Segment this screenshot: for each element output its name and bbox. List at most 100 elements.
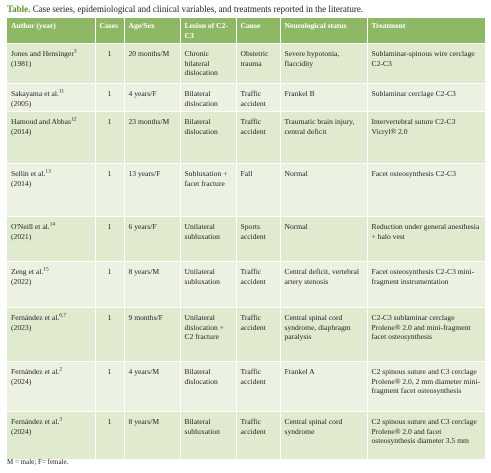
author-cell: Fernández et al.3 (2024) <box>7 411 95 459</box>
reference: 12 <box>70 116 77 123</box>
table-cell: Obstetric trauma <box>235 43 280 84</box>
column-header: Lesion of C2-C3 <box>179 18 236 44</box>
table-cell: 6 years/F <box>123 216 180 262</box>
table-cell: Traffic accident <box>235 83 280 112</box>
data-table: Author (year) Cases Age/Sex Lesion of C2-C3… <box>7 18 485 459</box>
author-cell: Jones and Hensinger3 (1981) <box>7 43 95 84</box>
caption-label: Table. <box>7 4 31 14</box>
table-row: Jones and Hensinger3 (1981) 1 20 months/M Ch… <box>7 43 485 84</box>
author-year: (2014) <box>11 178 32 188</box>
table-cell: Unilateral subluxation <box>179 261 236 308</box>
table-cell: Traffic accident <box>235 411 280 459</box>
table-row: Fernández et al.3 (2024) 1 8 years/M Bilater… <box>7 411 485 459</box>
author-year: (2021) <box>11 231 32 241</box>
footnote: M = male; F= female. <box>7 458 69 466</box>
author-name: Hamoud and Abbas <box>11 117 71 126</box>
table-cell: 1 <box>94 361 124 412</box>
column-header: Treatment <box>366 18 485 44</box>
author-name: O'Neill et al. <box>11 222 50 231</box>
author-year: (1981) <box>11 58 32 68</box>
table-cell: 20 months/M <box>123 43 180 84</box>
author-name: Zeng et al. <box>11 267 44 276</box>
table-cell: Facet osteosynthesis C2-C3 <box>366 163 485 217</box>
header-row: Author (year) Cases Age/Sex Lesion of C2-C3… <box>7 18 485 44</box>
table-row: Hamoud and Abbas12 (2014) 1 23 months/M Bila… <box>7 111 485 164</box>
table-cell: 1 <box>94 411 124 459</box>
author-cell: O'Neill et al.14 (2021) <box>7 216 95 262</box>
table-cell: Fall <box>235 163 280 217</box>
table-cell: 4 years/F <box>123 83 180 112</box>
table-cell: Subluxation + facet fracture <box>179 163 236 217</box>
reference: 11 <box>58 88 65 95</box>
table-cell: Chronic bilateral dislocation <box>179 43 236 84</box>
table-cell: 8 years/M <box>123 411 180 459</box>
author-name: Fernández et al. <box>11 367 60 376</box>
table-cell: 1 <box>94 111 124 164</box>
author-year: (2023) <box>11 322 32 332</box>
table-row: O'Neill et al.14 (2021) 1 6 years/F Unilater… <box>7 216 485 262</box>
reference: 14 <box>49 221 56 228</box>
table-row: Fernández et al.2 (2024) 1 4 years/M Bilater… <box>7 361 485 412</box>
table-cell: Bilateral subluxation <box>179 411 236 459</box>
table-cell: Normal <box>279 216 367 262</box>
table-cell: 1 <box>94 261 124 308</box>
table-cell: C2 spinous suture and C3 cerclage Prolen… <box>366 411 485 459</box>
author-name: Sellin et al. <box>11 169 46 178</box>
table-cell: Intervertebral suture C2-C3 Vicryl® 2.0 <box>366 111 485 164</box>
author-cell: Fernández et al.2 (2024) <box>7 361 95 412</box>
column-header: Cause <box>235 18 280 44</box>
reference: 15 <box>43 266 49 273</box>
table-cell: Normal <box>279 163 367 217</box>
table-row: Zeng et al.15 (2022) 1 8 years/M Unilateral … <box>7 261 485 308</box>
caption-text: Case series, epidemiological and clinica… <box>32 4 364 14</box>
table-cell: Sublaminar cerclage C2-C3 <box>366 83 485 112</box>
author-year: (2022) <box>11 276 32 286</box>
table-cell: Traffic accident <box>235 361 280 412</box>
table-cell: Bilateral dislocation <box>179 111 236 164</box>
author-cell: Hamoud and Abbas12 (2014) <box>7 111 95 164</box>
table-cell: Bilateral dislocation <box>179 83 236 112</box>
table-cell: 8 years/M <box>123 261 180 308</box>
table-cell: 13 years/F <box>123 163 180 217</box>
author-year: (2014) <box>11 126 32 136</box>
author-name: Fernández et al. <box>11 417 60 426</box>
table-cell: Traumatic brain injury, central deficit <box>279 111 367 164</box>
column-header: Age/Sex <box>123 18 180 44</box>
column-header: Author (year) <box>7 18 95 44</box>
table-cell: Bilateral dislocation <box>179 361 236 412</box>
column-header: Neurological status <box>279 18 367 44</box>
table-cell: Traffic accident <box>235 261 280 308</box>
table-cell: Unilateral subluxation <box>179 216 236 262</box>
author-name: Sakayama et al. <box>11 89 59 98</box>
author-cell: Sellin et al.13 (2014) <box>7 163 95 217</box>
table-cell: Central deficit, vertebral artery stenos… <box>279 261 367 308</box>
author-cell: Zeng et al.15 (2022) <box>7 261 95 308</box>
table-cell: C2 spinous suture and C3 cerclage Prolen… <box>366 361 485 412</box>
table-cell: Traffic accident <box>235 307 280 362</box>
author-cell: Fernández et al.6,7 (2023) <box>7 307 95 362</box>
table-row: Sakayama et al.11 (2005) 1 4 years/F Bilater… <box>7 83 485 112</box>
author-year: (2024) <box>11 376 32 386</box>
table-cell: Frankel B <box>279 83 367 112</box>
table-cell: Frankel A <box>279 361 367 412</box>
table-cell: 1 <box>94 216 124 262</box>
reference: 6,7 <box>59 312 67 319</box>
table-row: Fernández et al.6,7 (2023) 1 9 months/F Unil… <box>7 307 485 362</box>
reference: 3 <box>73 48 77 55</box>
table-cell: Unilateral dislocation + C2 fracture <box>179 307 236 362</box>
table-cell: C2-C3 sublaminar cerclage Prolene® 2.0 a… <box>366 307 485 362</box>
reference: 2 <box>59 366 63 373</box>
author-name: Fernández et al. <box>11 313 60 322</box>
author-cell: Sakayama et al.11 (2005) <box>7 83 95 112</box>
table-cell: Traffic accident <box>235 111 280 164</box>
table-cell: 1 <box>94 43 124 84</box>
reference: 3 <box>59 416 63 423</box>
table-cell: Reduction under general anesthesia + hal… <box>366 216 485 262</box>
table-caption: Table. Case series, epidemiological and … <box>7 4 485 15</box>
table-cell: 1 <box>94 307 124 362</box>
table-cell: Severe hypotonia, flaccidity <box>279 43 367 84</box>
author-name: Jones and Hensinger <box>11 49 74 58</box>
table-cell: Sublaminar-spinous wire cerclage C2-C3 <box>366 43 485 84</box>
table-cell: 23 months/M <box>123 111 180 164</box>
table-cell: Facet osteosynthesis C2-C3 mini-fragment… <box>366 261 485 308</box>
